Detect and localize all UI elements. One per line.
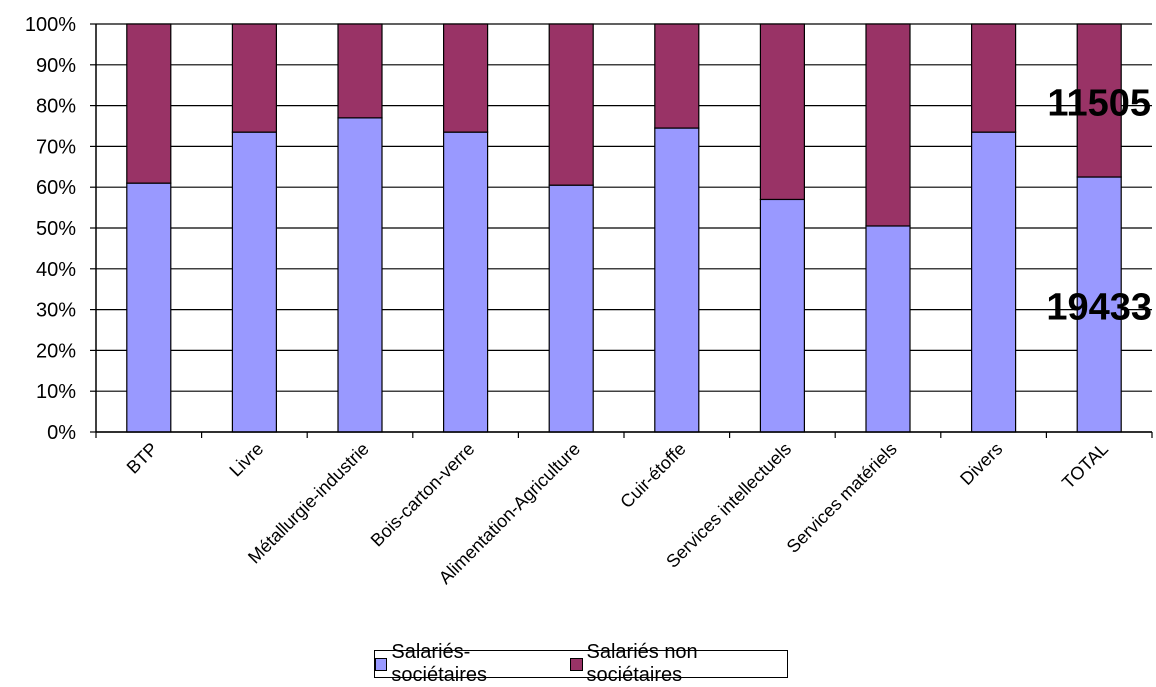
y-tick-label: 0% xyxy=(47,422,76,444)
bar-alimentation-agriculture-salaries-societaires xyxy=(548,184,594,433)
bar-livre-salaries-non-societaires xyxy=(231,23,277,133)
bar-btp-salaries-societaires xyxy=(126,182,172,433)
bar-cuir-etoffe-salaries-non-societaires xyxy=(654,23,700,129)
y-tick-label: 50% xyxy=(36,218,76,240)
y-tick-labels: 0% 10% 20% 30% 40% 50% 60% 70% 80% 90% 100% xyxy=(25,14,76,444)
bar-divers-salaries-societaires xyxy=(970,131,1017,433)
y-tick-label: 100% xyxy=(25,14,76,36)
x-tick-label-bois-carton-verre: Bois-carton-verre xyxy=(367,439,479,551)
legend: Salariés-sociétaires Salariés non sociét… xyxy=(374,641,788,686)
x-tick-label-divers: Divers xyxy=(956,439,1006,489)
bar-total-salaries-non-societaires xyxy=(1076,23,1122,178)
y-tick-label: 60% xyxy=(36,177,76,199)
y-tick-label: 40% xyxy=(36,259,76,281)
x-tick-label-livre: Livre xyxy=(225,439,267,481)
bar-cuir-etoffe-salaries-societaires xyxy=(654,127,700,433)
bar-metallurgie-industrie-salaries-societaires xyxy=(337,117,383,433)
y-tick-label: 10% xyxy=(36,381,76,403)
bar-alimentation-agriculture-salaries-non-societaires xyxy=(548,23,594,186)
bar-livre-salaries-societaires xyxy=(231,131,277,433)
x-tick-labels: BTP LivreMétallurgie-industrieBois-carton… xyxy=(123,439,1112,588)
legend-swatch-salaries-societaires xyxy=(375,657,388,671)
y-tick-label: 70% xyxy=(36,136,76,158)
bar-services-intellectuels-salaries-non-societaires xyxy=(759,23,806,201)
x-tick-label-cuir-etoffe: Cuir-étoffe xyxy=(616,439,689,512)
bar-divers-salaries-non-societaires xyxy=(970,23,1017,133)
legend-label-salaries-non-societaires: Salariés non sociétaires xyxy=(586,641,698,686)
legend-item-salaries-societaires: Salariés-sociétaires xyxy=(375,641,556,687)
annotation-label: 19433 xyxy=(1046,287,1152,329)
bar-metallurgie-industrie-salaries-non-societaires xyxy=(337,23,383,119)
x-tick-label-total: TOTAL xyxy=(1058,439,1112,493)
bar-bois-carton-verre-salaries-non-societaires xyxy=(443,23,489,133)
legend-item-salaries-non-societaires: Salariés non sociétaires xyxy=(570,641,787,687)
legend-swatch-salaries-non-societaires xyxy=(570,657,583,671)
bar-services-materiels-salaries-non-societaires xyxy=(865,23,911,227)
bar-services-intellectuels-salaries-societaires xyxy=(759,198,806,433)
y-tick-label: 20% xyxy=(36,340,76,362)
x-tick-label-services-materiels: Services matériels xyxy=(783,439,901,557)
axes xyxy=(95,24,1153,438)
x-tick-label-btp: BTP xyxy=(123,439,162,478)
legend-label-salaries-societaires: Salariés-sociétaires xyxy=(391,641,487,686)
bars xyxy=(126,23,1122,433)
bar-bois-carton-verre-salaries-societaires xyxy=(443,131,489,433)
y-tick-label: 80% xyxy=(36,96,76,118)
y-tick-label: 90% xyxy=(36,55,76,77)
bar-services-materiels-salaries-societaires xyxy=(865,225,911,433)
annotation-label: 11505 xyxy=(1047,83,1151,125)
annotations: 11505 19433 xyxy=(1046,83,1152,329)
x-tick-label-metallurgie-industrie: Métallurgie-industrie xyxy=(244,439,373,568)
y-tick-label: 30% xyxy=(36,300,76,322)
bar-total-salaries-societaires xyxy=(1076,176,1122,433)
bar-btp-salaries-non-societaires xyxy=(126,23,172,184)
